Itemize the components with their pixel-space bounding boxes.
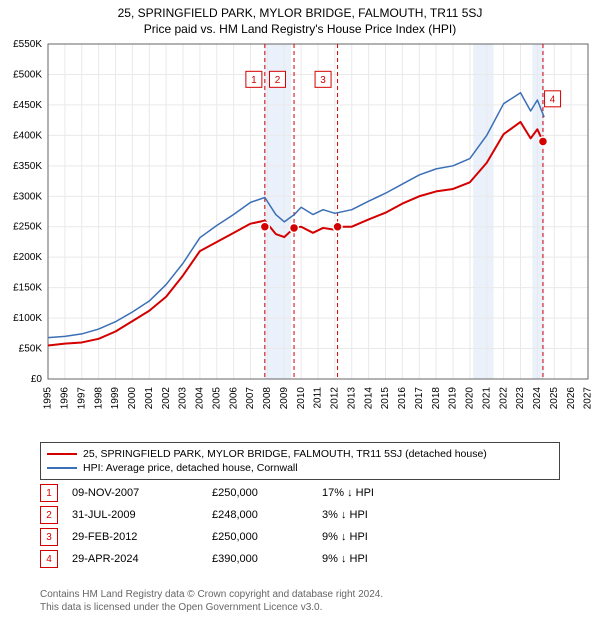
- attribution: Contains HM Land Registry data © Crown c…: [40, 588, 560, 614]
- legend-swatch: [47, 453, 77, 455]
- svg-text:2008: 2008: [262, 387, 273, 410]
- svg-text:2000: 2000: [127, 387, 138, 410]
- svg-text:2018: 2018: [431, 387, 442, 410]
- svg-text:2027: 2027: [583, 387, 594, 410]
- table-row: 2 31-JUL-2009£248,0003% ↓ HPI: [40, 504, 560, 526]
- svg-text:1: 1: [251, 75, 257, 86]
- svg-text:£550K: £550K: [13, 40, 42, 50]
- page-subtitle: Price paid vs. HM Land Registry's House …: [0, 22, 600, 36]
- transaction-marker: 3: [40, 528, 58, 546]
- svg-text:£50K: £50K: [19, 344, 43, 355]
- legend: 25, SPRINGFIELD PARK, MYLOR BRIDGE, FALM…: [40, 442, 560, 480]
- svg-text:2024: 2024: [532, 387, 543, 410]
- svg-text:1999: 1999: [110, 387, 121, 410]
- svg-text:£0: £0: [31, 374, 43, 385]
- legend-item: 25, SPRINGFIELD PARK, MYLOR BRIDGE, FALM…: [47, 447, 553, 461]
- transaction-marker: 1: [40, 484, 58, 502]
- svg-text:1996: 1996: [60, 387, 71, 410]
- legend-label: 25, SPRINGFIELD PARK, MYLOR BRIDGE, FALM…: [83, 447, 487, 461]
- svg-text:£300K: £300K: [13, 191, 42, 202]
- transaction-date: 31-JUL-2009: [72, 509, 212, 521]
- transaction-date: 09-NOV-2007: [72, 487, 212, 499]
- svg-text:2023: 2023: [515, 387, 526, 410]
- svg-text:2007: 2007: [245, 387, 256, 410]
- transaction-marker: 2: [40, 506, 58, 524]
- attribution-line: Contains HM Land Registry data © Crown c…: [40, 588, 560, 601]
- transaction-price: £250,000: [212, 487, 322, 499]
- legend-swatch: [47, 467, 77, 469]
- transaction-price: £390,000: [212, 553, 322, 565]
- transaction-delta: 9% ↓ HPI: [322, 553, 422, 565]
- svg-text:2011: 2011: [313, 387, 324, 409]
- page-title: 25, SPRINGFIELD PARK, MYLOR BRIDGE, FALM…: [0, 6, 600, 20]
- transaction-price: £248,000: [212, 509, 322, 521]
- svg-text:2019: 2019: [448, 387, 459, 410]
- svg-text:£350K: £350K: [13, 161, 42, 172]
- table-row: 4 29-APR-2024£390,0009% ↓ HPI: [40, 548, 560, 570]
- transactions-table: 109-NOV-2007£250,00017% ↓ HPI231-JUL-200…: [40, 482, 560, 570]
- svg-text:2012: 2012: [330, 387, 341, 410]
- transaction-date: 29-FEB-2012: [72, 531, 212, 543]
- svg-text:2014: 2014: [363, 387, 374, 410]
- transaction-delta: 9% ↓ HPI: [322, 531, 422, 543]
- svg-text:2022: 2022: [498, 387, 509, 410]
- svg-text:£400K: £400K: [13, 130, 42, 141]
- transaction-price: £250,000: [212, 531, 322, 543]
- transaction-date: 29-APR-2024: [72, 553, 212, 565]
- svg-text:£200K: £200K: [13, 252, 42, 263]
- svg-text:2003: 2003: [178, 387, 189, 410]
- svg-text:2025: 2025: [549, 387, 560, 410]
- svg-text:2016: 2016: [397, 387, 408, 410]
- legend-label: HPI: Average price, detached house, Corn…: [83, 461, 298, 475]
- transaction-delta: 3% ↓ HPI: [322, 509, 422, 521]
- svg-text:2006: 2006: [228, 387, 239, 410]
- svg-text:1997: 1997: [76, 387, 87, 410]
- price-chart: £0 £50K £100K £150K £200K £250K £300K £350K £400…: [0, 40, 600, 435]
- svg-text:2017: 2017: [414, 387, 425, 410]
- table-row: 3 29-FEB-2012£250,0009% ↓ HPI: [40, 526, 560, 548]
- svg-text:2021: 2021: [481, 387, 492, 410]
- attribution-line: This data is licensed under the Open Gov…: [40, 601, 560, 614]
- svg-text:2005: 2005: [211, 387, 222, 410]
- transaction-marker: 4: [40, 550, 58, 568]
- transaction-delta: 17% ↓ HPI: [322, 487, 422, 499]
- svg-text:1998: 1998: [93, 387, 104, 410]
- svg-text:3: 3: [320, 75, 326, 86]
- svg-text:2015: 2015: [380, 387, 391, 410]
- legend-item: HPI: Average price, detached house, Corn…: [47, 461, 553, 475]
- svg-text:£250K: £250K: [13, 222, 42, 233]
- svg-text:2002: 2002: [161, 387, 172, 410]
- svg-text:2001: 2001: [144, 387, 155, 410]
- svg-text:2026: 2026: [566, 387, 577, 410]
- svg-text:2020: 2020: [465, 387, 476, 410]
- svg-text:£150K: £150K: [13, 283, 42, 294]
- svg-text:2009: 2009: [279, 387, 290, 410]
- svg-text:4: 4: [550, 94, 556, 105]
- svg-text:£450K: £450K: [13, 100, 42, 111]
- svg-text:£500K: £500K: [13, 69, 42, 80]
- svg-text:2013: 2013: [346, 387, 357, 410]
- svg-text:2010: 2010: [296, 387, 307, 410]
- table-row: 1 09-NOV-2007£250,00017% ↓ HPI: [40, 482, 560, 504]
- svg-text:2: 2: [275, 75, 281, 86]
- svg-text:2004: 2004: [195, 387, 206, 410]
- svg-text:£100K: £100K: [13, 313, 42, 324]
- svg-text:1995: 1995: [43, 387, 54, 410]
